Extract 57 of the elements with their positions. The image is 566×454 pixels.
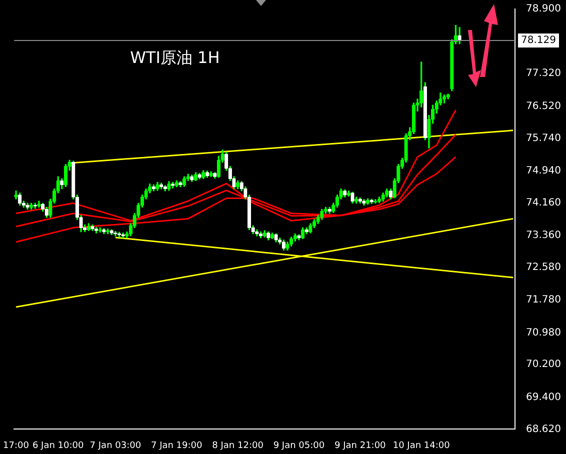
x-tick-label: 17:00 (3, 440, 30, 451)
y-tick-label: 76.520 (526, 100, 562, 112)
candlestick (198, 172, 202, 180)
candlestick (194, 172, 198, 182)
candlestick (308, 223, 312, 234)
candlestick (110, 229, 114, 235)
candlestick (320, 208, 324, 220)
x-tick-label: 8 Jan 12:00 (212, 440, 264, 451)
candlestick (205, 170, 210, 178)
text: WTI原油 1H (130, 48, 220, 68)
x-tick-label: 7 Jan 19:00 (150, 440, 203, 451)
candlestick (381, 192, 385, 202)
candlestick (114, 231, 118, 236)
y-tick-label: 74.160 (526, 197, 562, 208)
y-tick-label: 73.360 (526, 230, 562, 242)
candlestick (14, 190, 18, 200)
candlestick (37, 200, 41, 208)
candlestick (156, 182, 160, 191)
candlestick (167, 181, 171, 191)
y-tick-label: 70.980 (526, 327, 562, 338)
candlestick (289, 236, 294, 246)
candlestick (274, 233, 278, 242)
x-tick-label: 6 Jan 10:00 (32, 440, 84, 451)
candlestick (343, 189, 347, 198)
y-tick-label: 68.620 (526, 424, 562, 435)
x-tick-label: 10 Jan 14:00 (392, 440, 450, 451)
y-tick-label: 71.780 (526, 294, 562, 306)
candlestick (86, 223, 90, 231)
candlestick (374, 199, 378, 204)
x-tick-label: 7 Jan 03:00 (90, 440, 142, 451)
y-tick-label: 77.320 (526, 68, 562, 80)
candlestick (262, 230, 266, 238)
x-tick-label: 9 Jan 05:00 (273, 440, 325, 451)
candlestick (18, 192, 22, 206)
candlestick (346, 190, 351, 197)
y-tick-label: 70.200 (526, 359, 562, 370)
candlestick (209, 171, 213, 177)
x-tick-label: 9 Jan 21:00 (334, 440, 386, 451)
y-tick-label: 78.900 (526, 4, 562, 15)
ref-line-label: 78.129 (521, 35, 556, 46)
candlestick (354, 196, 358, 204)
candlestick (90, 224, 94, 231)
candlestick (366, 198, 370, 205)
y-tick-label: 72.580 (526, 262, 562, 273)
candlestick (420, 62, 424, 108)
candlestick (350, 192, 354, 204)
candlestick (377, 196, 382, 204)
candlestick (458, 27, 462, 44)
y-tick-label: 75.740 (526, 132, 562, 144)
y-tick-label: 74.940 (526, 165, 562, 176)
candlestick (358, 198, 362, 204)
candlestick (385, 188, 389, 198)
candlestick (64, 164, 68, 188)
candlestick (282, 240, 286, 250)
candlestick (174, 180, 178, 188)
y-tick-label: 69.400 (526, 392, 562, 403)
candlestick (442, 94, 446, 104)
